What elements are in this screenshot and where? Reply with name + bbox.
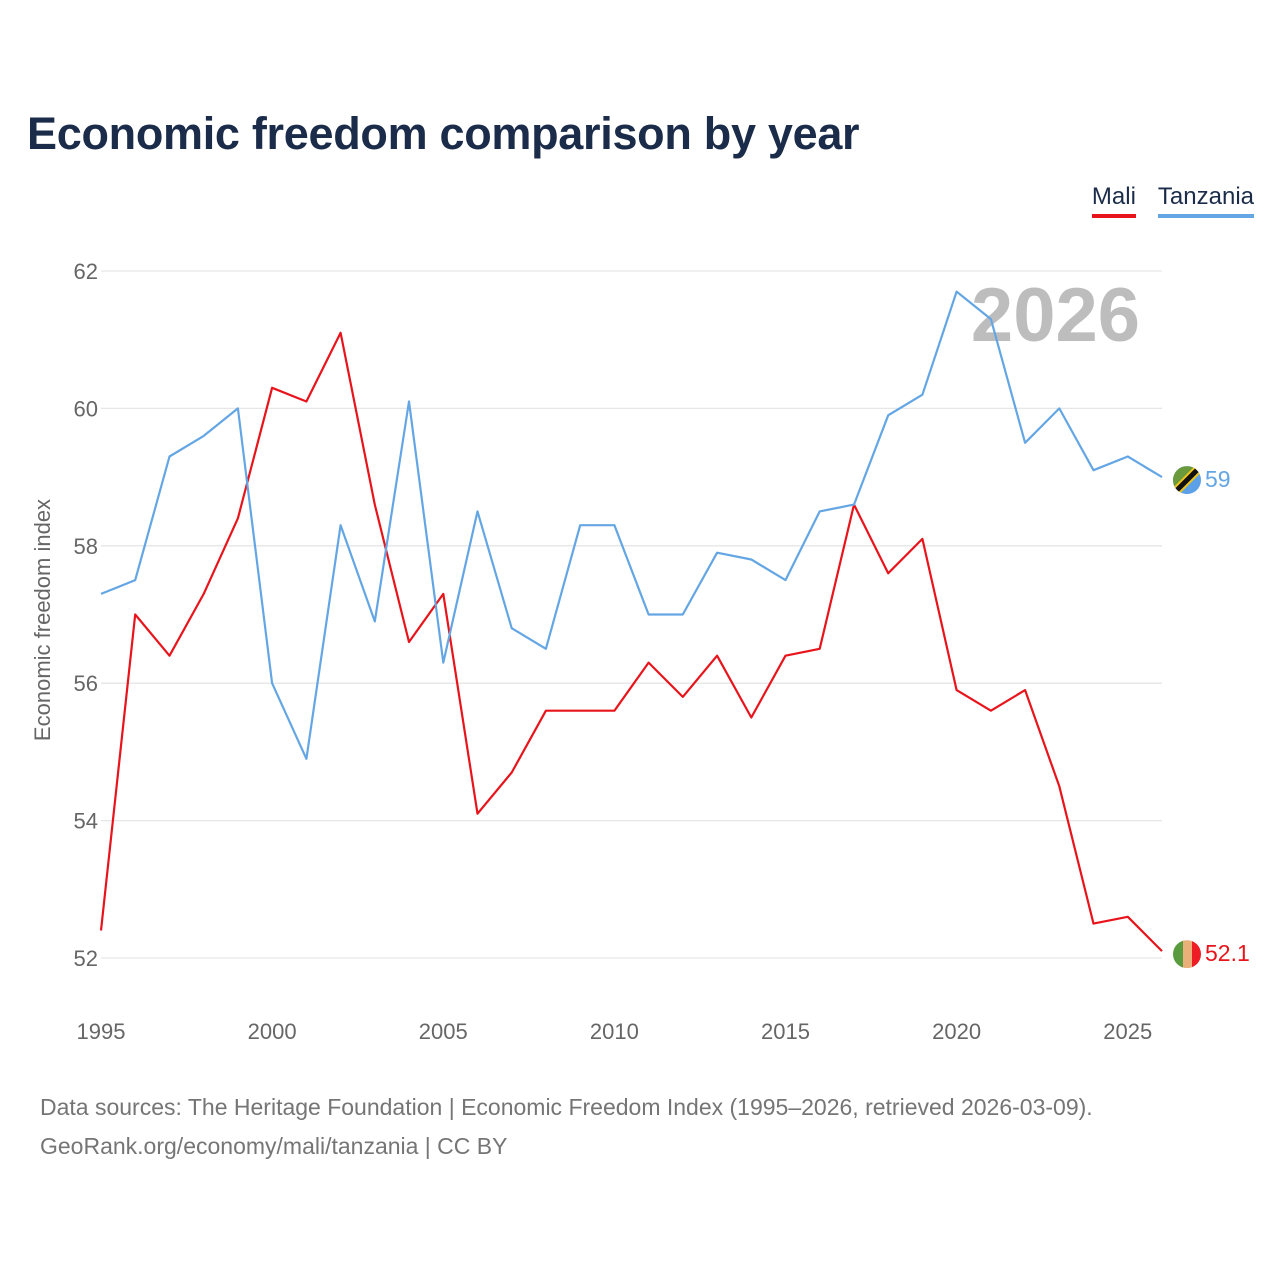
y-axis-ticks: 52 54 56 58 60 62 xyxy=(74,259,98,971)
series-line-mali xyxy=(99,331,1163,952)
series-group xyxy=(99,290,1163,952)
series-line-tanzania xyxy=(100,290,1163,760)
chart-title: Economic freedom comparison by year xyxy=(27,108,860,159)
x-axis-ticks: 1995 2000 2005 2010 2015 2020 2025 xyxy=(77,1019,1153,1044)
grid xyxy=(101,270,1162,959)
y-axis-label: Economic freedom index xyxy=(30,499,55,741)
x-tick-label: 2025 xyxy=(1103,1019,1152,1044)
x-tick-label: 2015 xyxy=(761,1019,810,1044)
y-tick-label: 62 xyxy=(74,259,98,284)
y-tick-label: 54 xyxy=(74,809,98,834)
legend-item-mali[interactable]: Mali xyxy=(1091,183,1136,218)
x-tick-label: 2000 xyxy=(248,1019,297,1044)
end-markers: 52.1 59 xyxy=(1173,466,1250,969)
footer: Data sources: The Heritage Foundation | … xyxy=(40,1088,1093,1166)
attribution-text: GeoRank.org/economy/mali/tanzania | CC B… xyxy=(40,1133,508,1159)
year-watermark: 2026 xyxy=(971,273,1140,358)
tanzania-flag-icon xyxy=(1173,466,1201,495)
data-sources-text: Data sources: The Heritage Foundation | … xyxy=(40,1094,1093,1120)
x-tick-label: 2020 xyxy=(932,1019,981,1044)
mali-flag-icon xyxy=(1173,940,1201,969)
legend-item-tanzania[interactable]: Tanzania xyxy=(1157,183,1254,218)
x-tick-label: 2005 xyxy=(419,1019,468,1044)
x-tick-label: 1995 xyxy=(77,1019,126,1044)
y-tick-label: 58 xyxy=(74,534,98,559)
x-tick-label: 2010 xyxy=(590,1019,639,1044)
y-tick-label: 52 xyxy=(74,946,98,971)
y-tick-label: 60 xyxy=(74,396,98,421)
legend: Mali Tanzania xyxy=(1091,183,1254,218)
end-value-label-tanzania: 59 xyxy=(1205,466,1231,492)
end-value-label-mali: 52.1 xyxy=(1205,940,1250,966)
y-tick-label: 56 xyxy=(74,671,98,696)
